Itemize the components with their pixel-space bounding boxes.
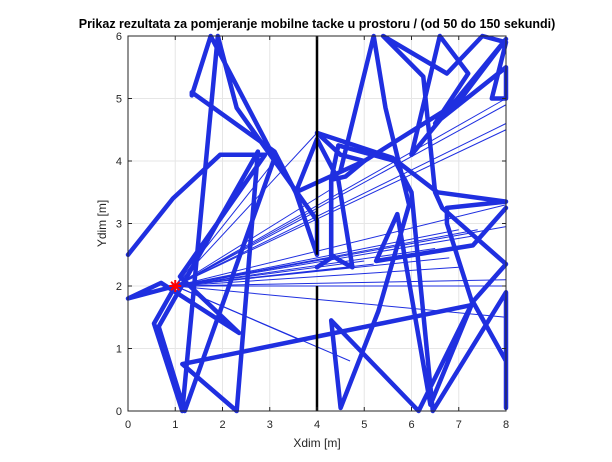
- x-tick-label: 6: [408, 419, 414, 431]
- ray-line: [175, 257, 332, 287]
- ray-line: [175, 248, 436, 287]
- position-marker: [169, 280, 182, 292]
- trajectory-line: [293, 33, 509, 414]
- x-tick-label: 4: [314, 419, 320, 431]
- ray-line: [175, 266, 353, 287]
- y-tick-label: 6: [116, 31, 122, 43]
- ray-line: [175, 285, 507, 318]
- y-tick-label: 3: [116, 219, 122, 231]
- marker-star-stroke: [170, 281, 181, 291]
- ray-lines: [174, 98, 507, 362]
- ray-line: [175, 266, 459, 287]
- y-tick-label: 0: [116, 406, 122, 418]
- x-tick-label: 7: [456, 419, 462, 431]
- x-tick-label: 5: [361, 419, 367, 431]
- y-axis-label: Ydim [m]: [95, 200, 109, 247]
- x-tick-label: 3: [267, 419, 273, 431]
- x-tick-labels: 0 1 2 3 4 5 6 7 8: [125, 419, 509, 431]
- x-axis-label: Xdim [m]: [293, 436, 340, 450]
- y-tick-labels: 0 1 2 3 4 5 6: [116, 31, 122, 418]
- x-tick-label: 1: [172, 419, 178, 431]
- y-tick-label: 4: [116, 156, 122, 168]
- ray-line: [175, 229, 459, 287]
- ray-line: [174, 132, 318, 287]
- axis-ticks: [127, 35, 507, 412]
- chart-title: Prikaz rezultata za pomjeranje mobilne t…: [79, 17, 556, 31]
- y-tick-label: 1: [116, 344, 122, 356]
- x-tick-label: 2: [219, 419, 225, 431]
- y-tick-label: 5: [116, 94, 122, 106]
- x-tick-label: 8: [503, 419, 509, 431]
- y-tick-label: 2: [116, 281, 122, 293]
- x-tick-label: 0: [125, 419, 131, 431]
- ray-line: [175, 260, 365, 287]
